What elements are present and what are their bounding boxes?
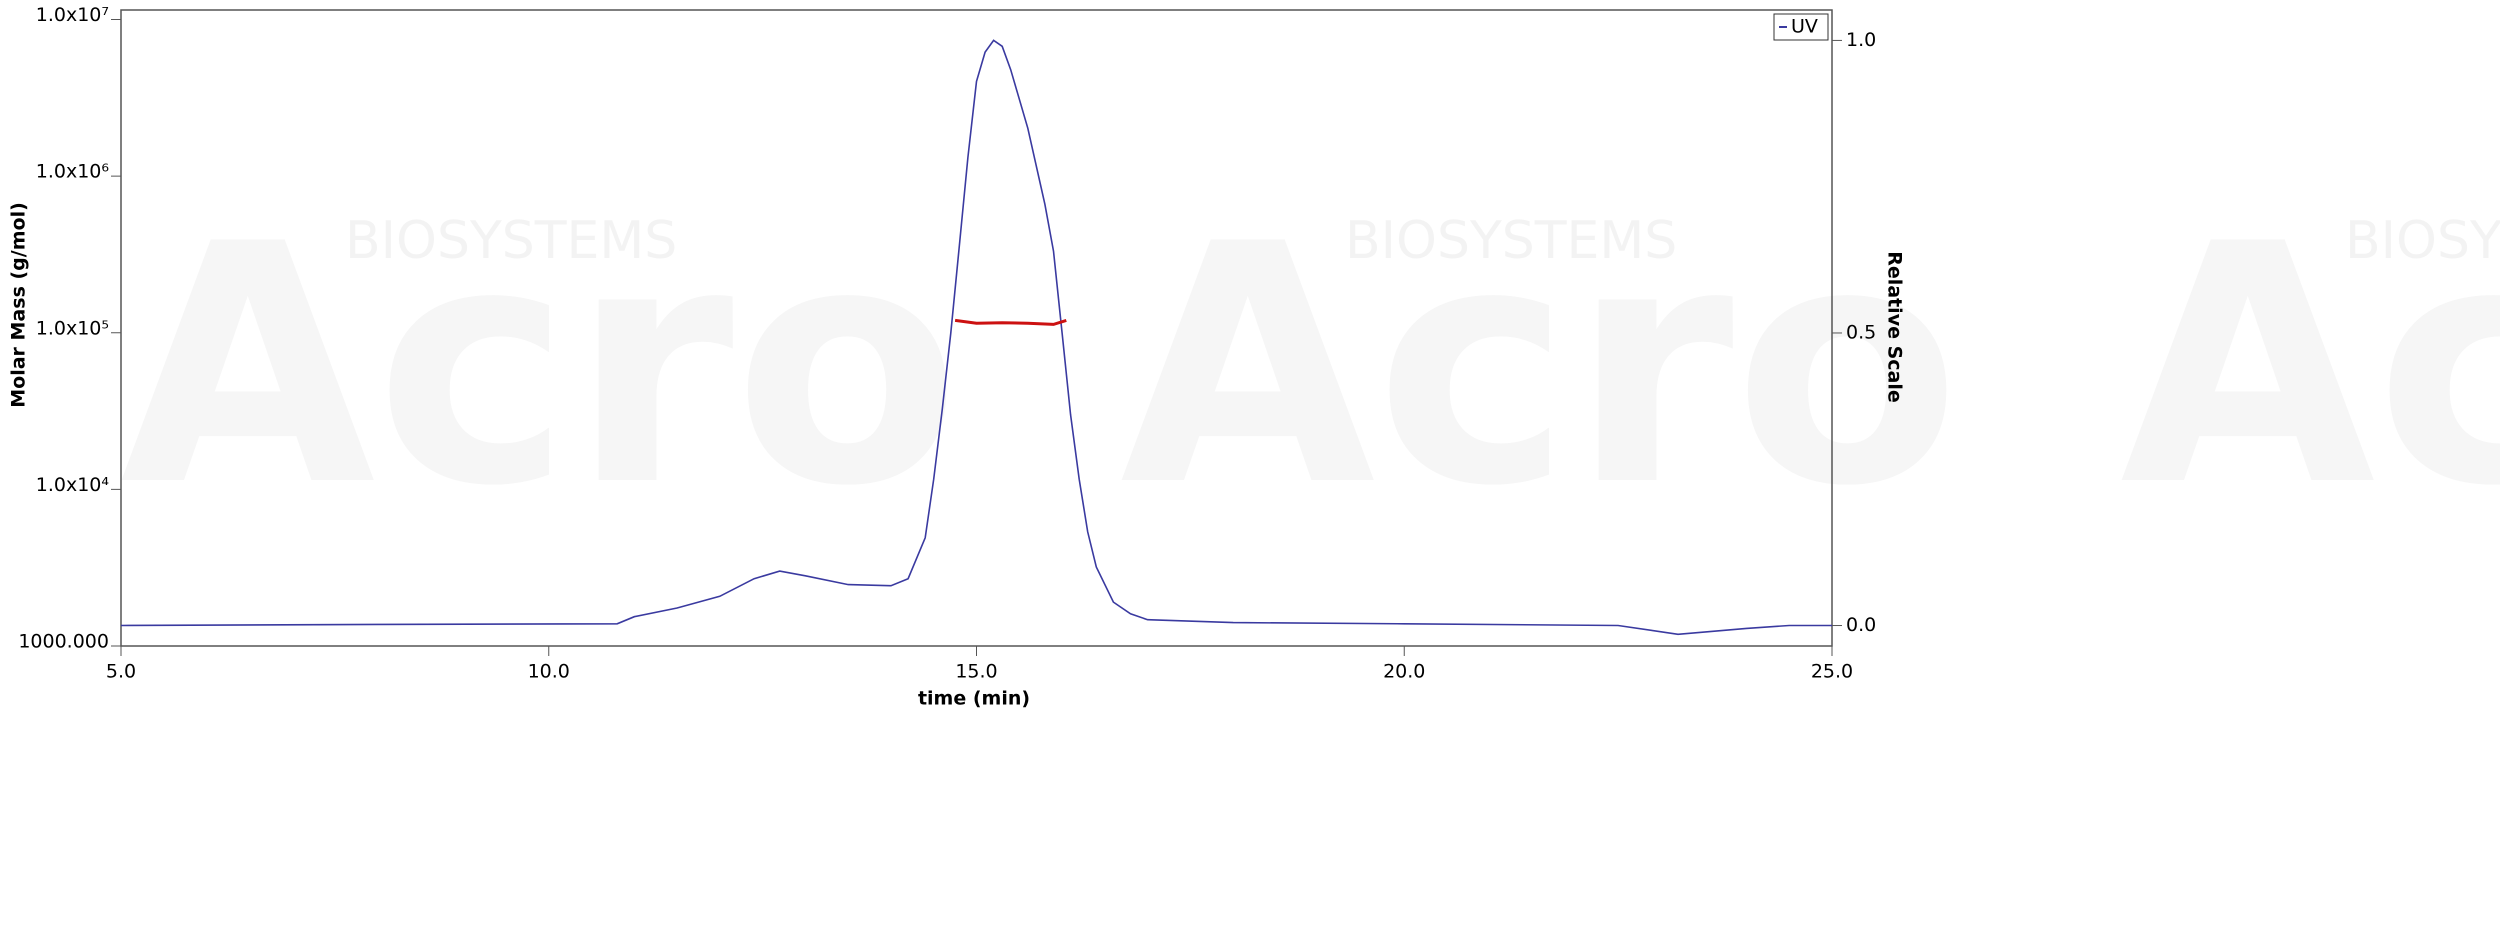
watermark-logo: Acro bbox=[2120, 174, 2500, 558]
watermark-brand: BIOSYSTEMS bbox=[1345, 211, 1677, 271]
data-line bbox=[954, 318, 1067, 326]
y-tick-label: 1.0x10⁶ bbox=[36, 161, 109, 183]
x-tick-label: 10.0 bbox=[528, 661, 570, 683]
x-tick-label: 15.0 bbox=[955, 661, 997, 683]
y2-tick-label: 1.0 bbox=[1846, 29, 1876, 51]
y-tick-label: 1.0x10⁴ bbox=[36, 474, 110, 496]
y-tick-label: 1000.000 bbox=[18, 631, 109, 653]
y2-tick-label: 0.5 bbox=[1846, 321, 1876, 343]
x-axis-title: time (min) bbox=[918, 688, 1030, 710]
watermark-brand: BIOSYSTEMS bbox=[345, 211, 677, 271]
watermark-logo: Acro bbox=[120, 174, 960, 558]
y-axis-title: Molar Mass (g/mol) bbox=[8, 202, 30, 408]
y2-axis-title: Relative Scale bbox=[1884, 251, 1906, 403]
y2-tick-label: 0.0 bbox=[1846, 614, 1876, 636]
legend-label: UV bbox=[1791, 16, 1818, 38]
x-tick-label: 5.0 bbox=[106, 661, 136, 683]
watermark-brand: BIOSYSTEMS bbox=[2345, 211, 2500, 271]
y-tick-label: 1.0x10⁵ bbox=[36, 317, 109, 339]
x-tick-label: 20.0 bbox=[1383, 661, 1425, 683]
watermark: AcroBIOSYSTEMSAcroBIOSYSTEMSAcroBIOSYSTE… bbox=[120, 174, 2500, 558]
data-line bbox=[120, 39, 1832, 636]
y-tick-label: 1.0x10⁷ bbox=[36, 4, 109, 26]
x-tick-label: 25.0 bbox=[1811, 661, 1853, 683]
watermark-logo: Acro bbox=[1120, 174, 1960, 558]
